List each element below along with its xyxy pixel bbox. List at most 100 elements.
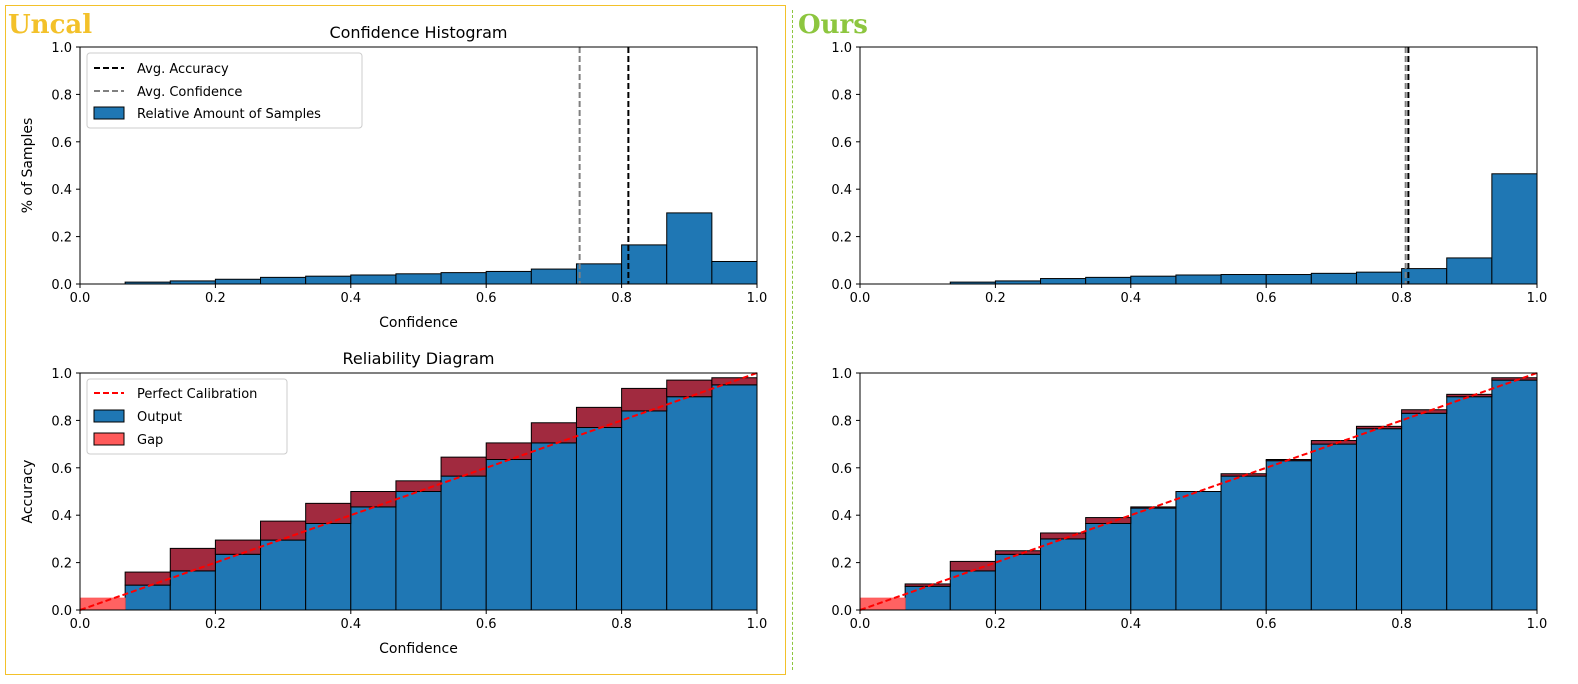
legend-swatch-gap (93, 432, 125, 446)
output-bar (1446, 396, 1493, 611)
gap-bar (305, 502, 352, 524)
x-tick-label: 0.4 (1120, 291, 1141, 306)
x-axis-label: Confidence (379, 315, 458, 331)
x-axis-label: Confidence (379, 641, 458, 657)
x-tick-label: 0.8 (611, 291, 632, 306)
y-tick-label: 0.6 (831, 136, 852, 151)
histogram-bar (666, 212, 713, 285)
x-tick-label: 1.0 (747, 617, 768, 632)
gap-bar (350, 491, 397, 508)
output-bar (214, 553, 262, 611)
gap-bar (395, 480, 442, 492)
x-tick-label: 0.4 (340, 291, 361, 306)
perfect-calibration-line (859, 372, 1538, 611)
output-bar (1265, 460, 1312, 611)
y-tick-label: 0.2 (831, 557, 852, 572)
y-tick-label: 0.2 (51, 557, 72, 572)
output-bar (621, 410, 668, 611)
histogram-bar (440, 272, 487, 285)
output-bar (1040, 538, 1087, 611)
ours-panel-label: Ours (798, 10, 868, 40)
histogram-bar (1446, 257, 1493, 285)
histogram-bar (711, 260, 758, 285)
histogram-bar (1355, 271, 1403, 285)
gap-bar (1491, 377, 1538, 381)
gap-bar (1310, 440, 1357, 445)
y-tick-label: 0.0 (51, 278, 72, 293)
histogram-bar (1265, 274, 1312, 285)
x-tick-label: 0.0 (850, 617, 871, 632)
y-tick-label: 0.8 (51, 88, 72, 103)
histogram-bar (214, 278, 262, 285)
x-tick-label: 0.6 (1256, 617, 1277, 632)
y-tick-label: 0.8 (51, 414, 72, 429)
gap-bar (485, 442, 532, 461)
y-tick-label: 0.2 (831, 231, 852, 246)
output-bar (666, 396, 713, 611)
chart-title: Confidence Histogram (329, 23, 507, 42)
gap-bar (575, 406, 623, 429)
x-tick-label: 0.6 (476, 291, 497, 306)
output-bar (485, 459, 532, 611)
output-bar (1130, 507, 1177, 611)
x-tick-label: 0.4 (1120, 617, 1141, 632)
reliability-legend: Perfect Calibration Output Gap (86, 378, 288, 455)
y-tick-label: 0.4 (831, 509, 852, 524)
gap-bar (124, 571, 171, 586)
legend-label: Output (137, 410, 182, 425)
y-tick-label: 0.2 (51, 231, 72, 246)
x-tick-label: 0.0 (70, 617, 91, 632)
y-tick-label: 0.4 (831, 183, 852, 198)
legend-box (86, 52, 363, 129)
output-bar (1355, 428, 1403, 611)
output-bar (1085, 522, 1132, 611)
gap-bar (904, 583, 951, 587)
histogram-bar (1310, 272, 1357, 285)
ours-reliability-frame (859, 372, 1538, 611)
histogram-bar (1130, 275, 1177, 285)
uncal-reliability-frame (79, 372, 758, 611)
y-tick-label: 0.6 (51, 462, 72, 477)
histogram-bar (395, 273, 442, 285)
histogram-bar (575, 263, 623, 285)
x-tick-label: 0.6 (1256, 291, 1277, 306)
x-tick-label: 1.0 (1527, 291, 1548, 306)
ours-reliability-axes: 0.0 0.2 0.4 0.6 0.8 1.0 0.0 0.2 0.4 0.6 0.8 1.0 (831, 367, 1547, 632)
histogram-legend: Avg. Accuracy Avg. Confidence Relative Amo… (86, 52, 363, 129)
legend-label: Relative Amount of Samples (137, 107, 321, 122)
uncal-panel-frame (5, 5, 786, 675)
gap-bar (621, 387, 668, 412)
output-bar (530, 442, 577, 611)
ours-histogram-axes: 0.0 0.2 0.4 0.6 0.8 1.0 0.0 0.2 0.4 0.6 0.8 1.0 (831, 41, 1547, 306)
histogram-bar (1175, 274, 1222, 285)
output-bar (305, 522, 352, 611)
legend-label: Gap (137, 433, 163, 448)
x-tick-label: 0.2 (985, 291, 1006, 306)
y-tick-label: 1.0 (51, 367, 72, 382)
chart-title: Reliability Diagram (343, 349, 495, 368)
output-bar (350, 506, 397, 611)
x-tick-label: 0.2 (205, 291, 226, 306)
output-bar (440, 475, 487, 611)
gap-bar (214, 539, 262, 555)
x-tick-label: 0.8 (1391, 291, 1412, 306)
legend-swatch-samples (93, 106, 125, 120)
output-bar (575, 427, 623, 611)
x-tick-label: 0.2 (205, 617, 226, 632)
perfect-calibration-line (79, 372, 758, 611)
x-tick-label: 0.6 (476, 617, 497, 632)
x-tick-label: 0.0 (70, 291, 91, 306)
gap-bar (79, 597, 126, 611)
y-tick-label: 0.8 (831, 88, 852, 103)
legend-label: Avg. Accuracy (137, 62, 229, 77)
y-tick-label: 1.0 (51, 41, 72, 56)
histogram-bar (1220, 274, 1267, 285)
y-tick-label: 1.0 (831, 41, 852, 56)
panel-separator (792, 10, 793, 670)
y-tick-label: 1.0 (831, 367, 852, 382)
uncal-reliability-axes: 0.0 0.2 0.4 0.6 0.8 1.0 0.0 0.2 0.4 0.6 0.8 1.0 Reli… (20, 349, 767, 657)
histogram-bar (1491, 173, 1538, 285)
output-bar (1310, 443, 1357, 611)
legend-label: Perfect Calibration (137, 387, 257, 402)
